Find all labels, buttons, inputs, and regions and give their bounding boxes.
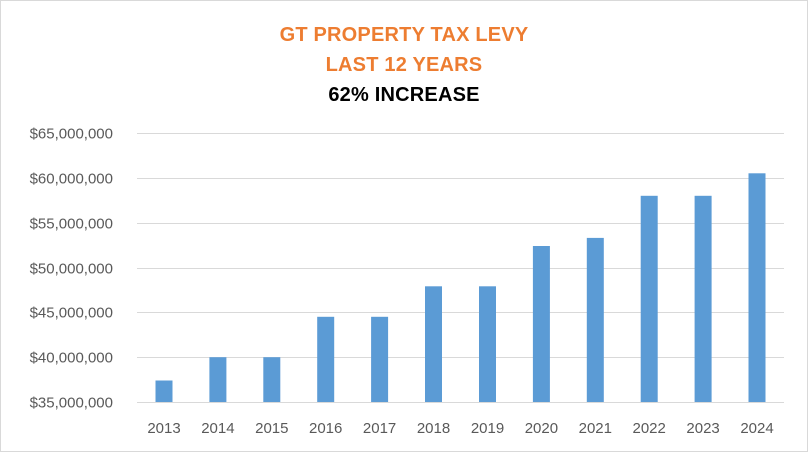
x-axis-tick-labels: 2013 2014 2015 2016 2017 2018 2019 2020 2021 2022… [147,420,773,437]
x-tick-label: 2014 [201,420,234,437]
bar-2016 [317,316,335,402]
x-tick-label: 2023 [686,420,719,437]
x-tick-label: 2013 [147,420,180,437]
x-tick-label: 2017 [363,420,396,437]
gridlines [137,133,784,403]
bar-2021 [586,237,604,402]
bar-2023 [694,195,712,402]
bar-2022 [640,195,658,402]
chart-title-line-2: LAST 12 YEARS [325,54,483,76]
x-tick-label: 2016 [309,420,342,437]
x-tick-label: 2021 [579,420,612,437]
chart-title: GT PROPERTY TAX LEVY LAST 12 YEARS 62% I… [0,20,808,110]
y-tick-label: $50,000,000 [30,261,113,278]
chart-title-line-3: 62% INCREASE [328,84,480,106]
x-tick-label: 2018 [417,420,450,437]
y-tick-label: $65,000,000 [30,126,113,143]
bar-2015 [263,357,281,402]
x-tick-label: 2020 [525,420,558,437]
bar-2019 [479,286,496,402]
x-tick-label: 2024 [740,420,773,437]
y-tick-label: $45,000,000 [30,305,113,322]
bar-2014 [209,357,227,402]
bar-2020 [532,246,550,402]
y-axis-tick-labels: $35,000,000 $40,000,000 $45,000,000 $50,000… [30,126,113,412]
bar-series [155,173,766,402]
bar-2018 [425,286,442,402]
bar-2017 [371,316,389,402]
x-tick-label: 2022 [633,420,666,437]
bar-2024 [748,173,766,402]
chart-title-line-1: GT PROPERTY TAX LEVY [279,24,529,46]
y-tick-label: $40,000,000 [30,350,113,367]
y-tick-label: $55,000,000 [30,216,113,233]
x-tick-label: 2019 [471,420,504,437]
bar-2013 [155,380,173,402]
x-tick-label: 2015 [255,420,288,437]
y-tick-label: $60,000,000 [30,171,113,188]
y-tick-label: $35,000,000 [30,395,113,412]
